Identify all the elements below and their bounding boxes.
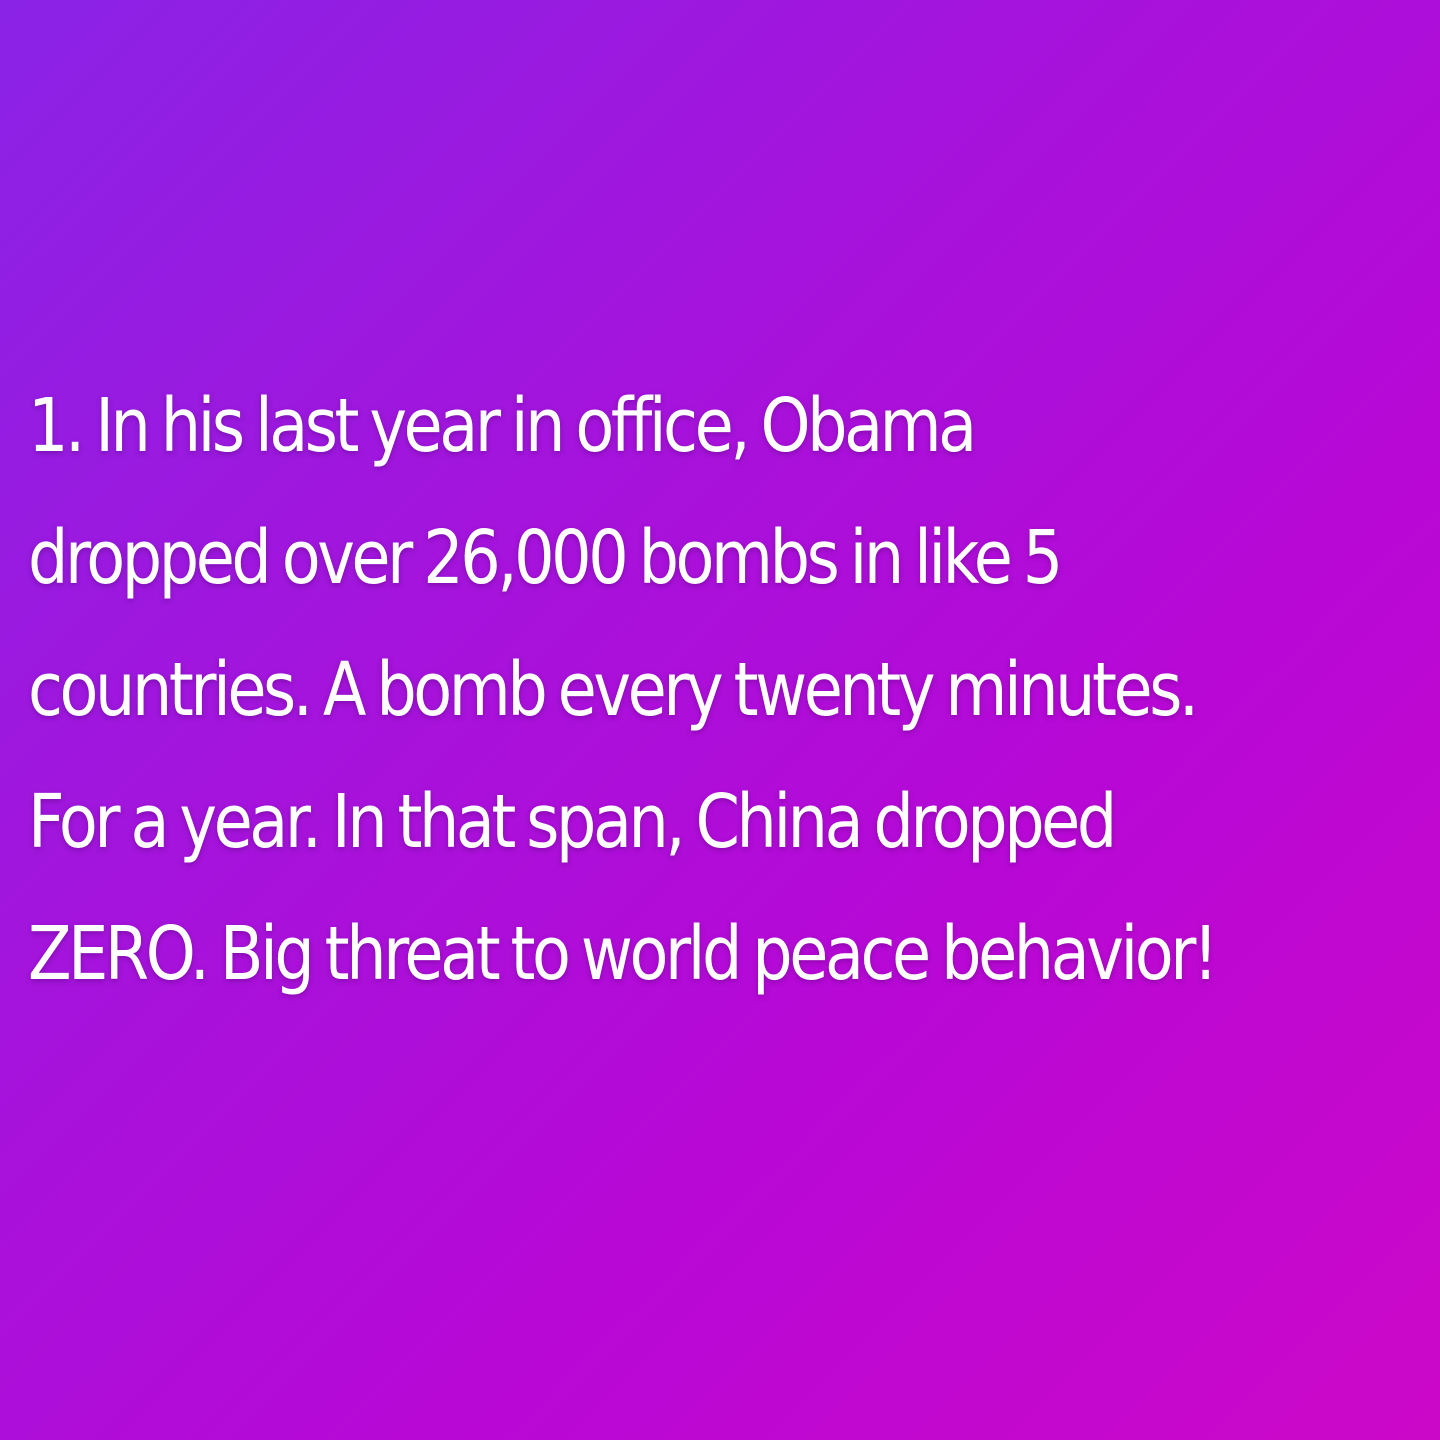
post-text-line-5: ZERO. Big threat to world peace behavior… bbox=[28, 911, 1218, 997]
post-text-block: 1. In his last year in office, Obama dro… bbox=[28, 360, 1428, 1020]
post-text-line-2: dropped over 26,000 bombs in like 5 bbox=[28, 515, 1063, 601]
post-text-line-3: countries. A bomb every twenty minutes. bbox=[28, 647, 1199, 733]
post-text-line-4: For a year. In that span, China dropped bbox=[28, 779, 1117, 865]
post-text-line-1: 1. In his last year in office, Obama bbox=[28, 383, 977, 469]
